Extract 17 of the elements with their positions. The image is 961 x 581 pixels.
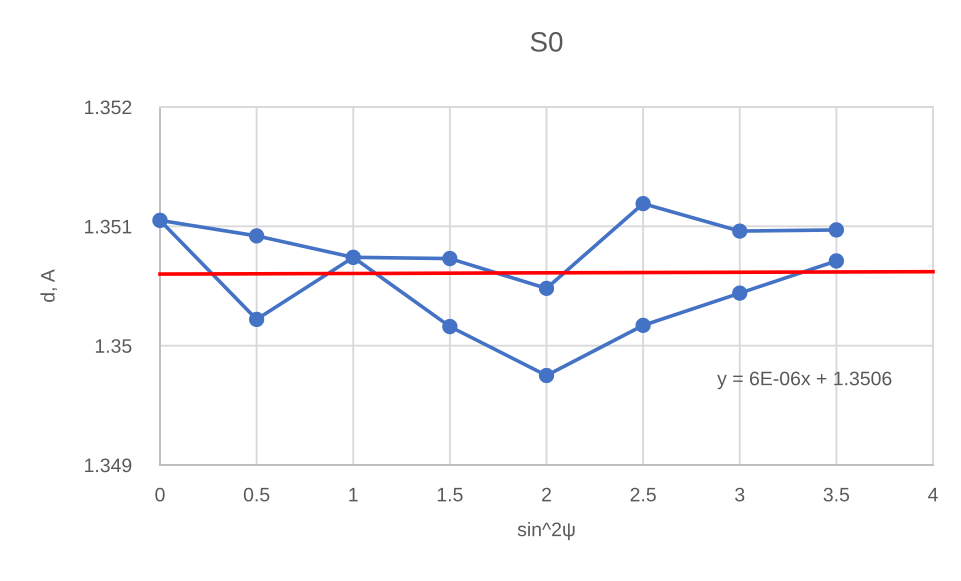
x-tick-label: 2.5 <box>630 488 656 502</box>
y-tick-label: 1.351 <box>85 220 132 234</box>
y-tick-label: 1.349 <box>85 458 132 472</box>
x-tick-label: 4 <box>928 488 938 502</box>
y-axis-title: d, A <box>40 269 58 302</box>
x-tick-label: 3 <box>735 488 744 502</box>
x-axis-title: sin^2ψ <box>518 522 575 540</box>
annotation: y = 6E-06x + 1.3506 <box>717 372 892 390</box>
x-tick-label: 1.5 <box>438 488 463 502</box>
x-tick-label: 0.5 <box>244 488 270 502</box>
x-tick-label: 1 <box>349 488 358 502</box>
y-tick-label: 1.352 <box>85 100 132 114</box>
y-tick-label: 1.35 <box>96 339 132 353</box>
x-tick-label: 0 <box>155 488 165 502</box>
x-tick-label: 2 <box>542 488 551 502</box>
x-tick-label: 3.5 <box>824 488 850 502</box>
chart-title: S0 <box>530 32 562 52</box>
